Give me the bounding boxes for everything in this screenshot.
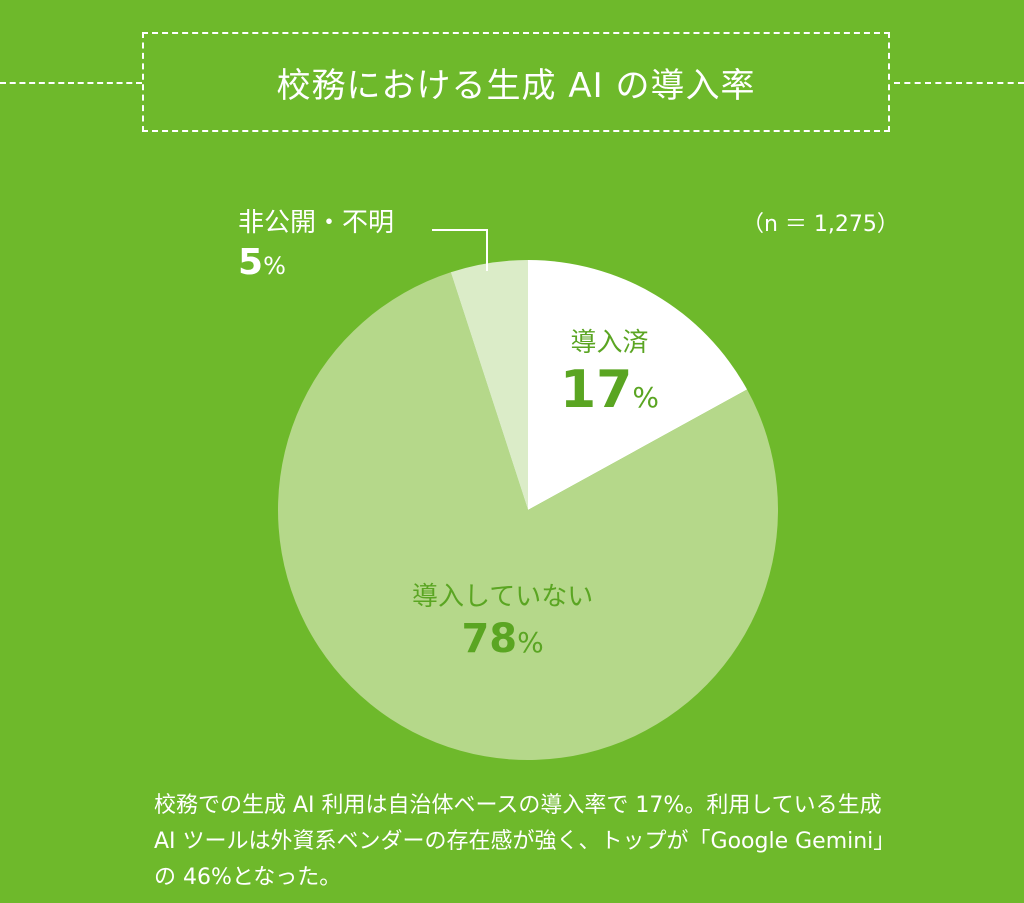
undisclosed-value: 5 (238, 242, 264, 283)
title-dash-left (0, 82, 142, 84)
caption-text: 校務での生成 AI 利用は自治体ベースの導入率で 17%。利用している生成 AI… (154, 793, 885, 890)
label-not-adopted: 導入していない 78% (412, 580, 593, 668)
undisclosed-leader-line (432, 229, 488, 271)
title-box: 校務における生成 AI の導入率 (142, 32, 890, 132)
title-dash-right (894, 82, 1024, 84)
slice-adopted (528, 260, 748, 510)
not-adopted-value: 78 (461, 616, 518, 662)
slice-not-adopted (278, 272, 778, 760)
adopted-name: 導入済 (570, 328, 649, 358)
undisclosed-name: 非公開・不明 (238, 208, 395, 238)
adopted-value: 17 (560, 360, 633, 420)
sample-size: （n ＝ 1,275） (742, 212, 899, 237)
label-undisclosed: 非公開・不明 5% (238, 206, 394, 289)
not-adopted-name: 導入していない (412, 582, 594, 612)
label-adopted: 導入済 17% (560, 326, 659, 428)
not-adopted-unit: % (517, 626, 544, 659)
undisclosed-unit: % (263, 252, 286, 280)
slice-undisclosed (450, 260, 528, 510)
chart-title: 校務における生成 AI の導入率 (276, 65, 756, 106)
adopted-unit: % (632, 381, 659, 414)
